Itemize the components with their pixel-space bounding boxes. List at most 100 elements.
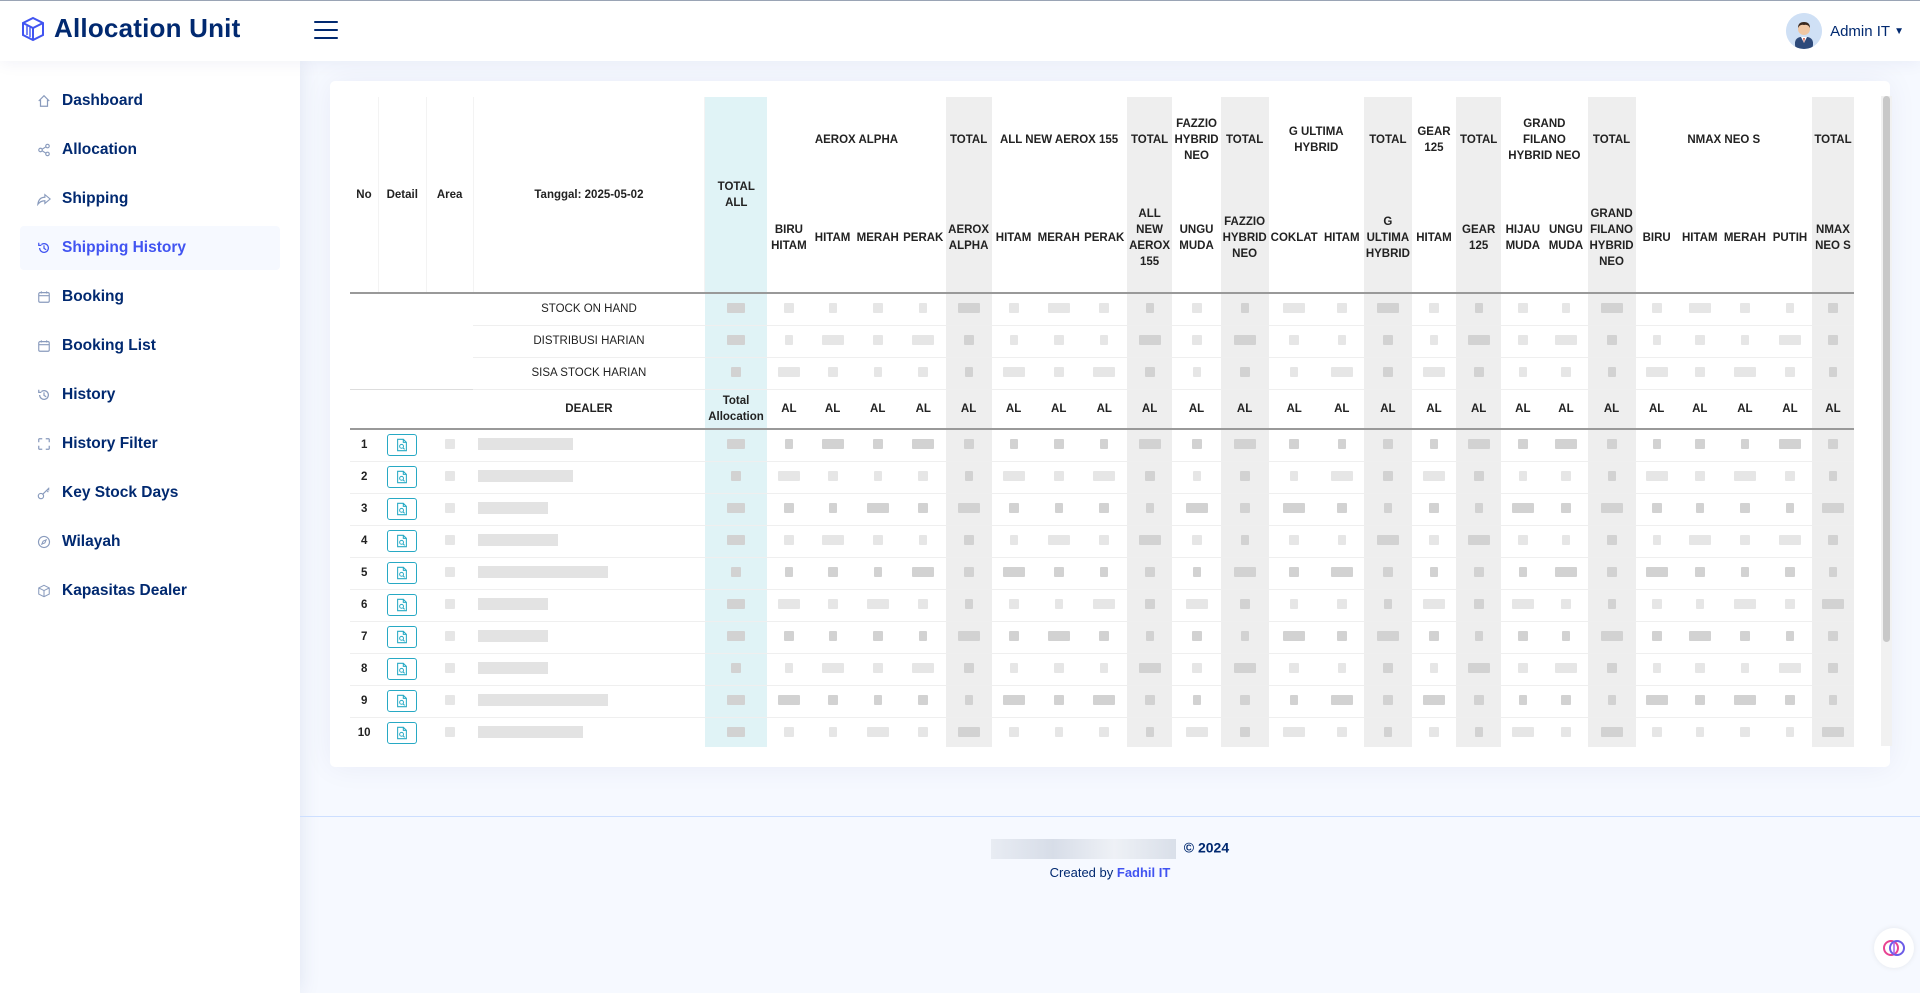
scrollbar-thumb[interactable] xyxy=(1883,96,1890,642)
value-cell xyxy=(1677,429,1722,462)
blurred-value xyxy=(1517,630,1528,641)
variant-header: PERAK xyxy=(1081,183,1127,294)
value-cell xyxy=(1220,493,1269,526)
detail-button[interactable] xyxy=(387,434,418,457)
group-header: GEAR 125 xyxy=(1417,126,1451,154)
profile-dropdown[interactable]: Admin IT ▼ xyxy=(1786,13,1904,49)
blurred-dealer-name xyxy=(478,725,584,738)
blurred-value xyxy=(1144,598,1155,609)
sidebar-item-wilayah[interactable]: Wilayah xyxy=(20,520,280,564)
sidebar-item-shipping[interactable]: Shipping xyxy=(20,177,280,221)
blurred-value xyxy=(1652,662,1661,673)
blurred-value xyxy=(1009,662,1018,673)
detail-cell xyxy=(378,717,427,747)
blurred-value xyxy=(912,566,935,577)
blurred-value xyxy=(1382,694,1393,705)
allocation-table-wrapper[interactable]: No Detail Area Tanggal: 2025-05-02 TOTAL ALL… xyxy=(350,97,1854,747)
sidebar-item-shipping-history[interactable]: Shipping History xyxy=(20,226,280,270)
al-header: AL xyxy=(1456,388,1502,430)
variant-total-header: GEAR 125 xyxy=(1456,183,1502,294)
area-cell xyxy=(426,653,474,686)
blurred-value xyxy=(1054,502,1063,513)
detail-button[interactable] xyxy=(387,594,418,616)
sidebar-item-kapasitas-dealer[interactable]: Kapasitas Dealer xyxy=(20,569,280,613)
value-cell xyxy=(1319,293,1364,326)
area-cell xyxy=(426,525,474,558)
detail-button[interactable] xyxy=(387,722,418,744)
value-cell xyxy=(1456,493,1502,526)
compass-icon xyxy=(36,534,52,550)
blurred-value xyxy=(821,334,844,345)
variant-total-header: FAZZIO HYBRID NEO xyxy=(1220,183,1269,294)
sidebar-item-history-filter[interactable]: History Filter xyxy=(20,422,280,466)
detail-button[interactable] xyxy=(387,626,418,648)
value-cell xyxy=(1172,293,1221,326)
value-cell xyxy=(945,325,992,358)
blurred-value xyxy=(1240,302,1249,313)
blurred-company-name xyxy=(990,839,1176,859)
app-logo[interactable]: Allocation Unit xyxy=(20,13,240,44)
value-cell xyxy=(810,653,855,686)
detail-button[interactable] xyxy=(387,498,418,520)
blurred-value xyxy=(919,302,928,313)
detail-button[interactable] xyxy=(387,690,418,712)
blurred-value xyxy=(1739,726,1750,737)
total-value-cell xyxy=(704,325,768,358)
total-value-cell xyxy=(704,493,768,526)
detail-button[interactable] xyxy=(387,658,418,680)
value-cell xyxy=(1035,653,1082,686)
detail-button[interactable] xyxy=(387,466,418,488)
detail-button[interactable] xyxy=(387,530,418,552)
value-cell xyxy=(1635,717,1678,747)
blurred-value xyxy=(1428,630,1439,641)
detail-button[interactable] xyxy=(387,562,418,584)
summary-row: STOCK ON HAND xyxy=(350,293,1854,326)
blurred-value xyxy=(1828,566,1837,577)
value-cell xyxy=(1544,717,1588,747)
sidebar-item-label: Key Stock Days xyxy=(62,484,179,501)
sidebar-item-history[interactable]: History xyxy=(20,373,280,417)
assistant-brain-icon[interactable] xyxy=(1874,928,1914,968)
author-link[interactable]: Fadhil IT xyxy=(1116,865,1171,880)
blurred-value xyxy=(866,726,889,737)
variant-header: BIRU HITAM xyxy=(767,183,811,294)
menu-toggle-icon[interactable] xyxy=(314,21,338,41)
blurred-value xyxy=(1778,534,1801,545)
blurred-value xyxy=(1008,302,1019,313)
blurred-value xyxy=(1517,534,1528,545)
value-cell xyxy=(1456,621,1502,654)
blurred-value xyxy=(1099,726,1110,737)
blurred-value xyxy=(1009,534,1018,545)
blurred-value xyxy=(727,502,745,513)
value-cell xyxy=(1811,557,1854,590)
detail-cell xyxy=(378,461,427,494)
value-cell xyxy=(1081,653,1127,686)
blurred-value xyxy=(828,726,837,737)
group-total-header: TOTAL xyxy=(945,97,992,183)
blurred-value xyxy=(1554,662,1577,673)
blurred-value xyxy=(1821,726,1844,737)
sidebar-item-booking-list[interactable]: Booking List xyxy=(20,324,280,368)
total-value-cell xyxy=(704,429,768,462)
value-cell xyxy=(945,357,992,390)
blurred-value xyxy=(828,630,837,641)
blurred-value xyxy=(1099,502,1110,513)
value-cell xyxy=(1767,493,1812,526)
value-cell xyxy=(1411,325,1457,358)
sidebar-item-allocation[interactable]: Allocation xyxy=(20,128,280,172)
value-cell xyxy=(1319,717,1364,747)
blurred-value xyxy=(963,534,974,545)
value-cell xyxy=(1544,589,1588,622)
blurred-value xyxy=(964,694,973,705)
sidebar-item-dashboard[interactable]: Dashboard xyxy=(20,79,280,123)
value-cell xyxy=(991,325,1036,358)
value-cell xyxy=(767,429,811,462)
sidebar-item-booking[interactable]: Booking xyxy=(20,275,280,319)
blurred-area xyxy=(444,694,455,705)
sidebar-item-key-stock-days[interactable]: Key Stock Days xyxy=(20,471,280,515)
blurred-value xyxy=(731,366,741,377)
area-cell xyxy=(426,557,474,590)
blurred-value xyxy=(1607,470,1616,481)
value-cell xyxy=(1587,685,1636,718)
value-cell xyxy=(1220,717,1269,747)
